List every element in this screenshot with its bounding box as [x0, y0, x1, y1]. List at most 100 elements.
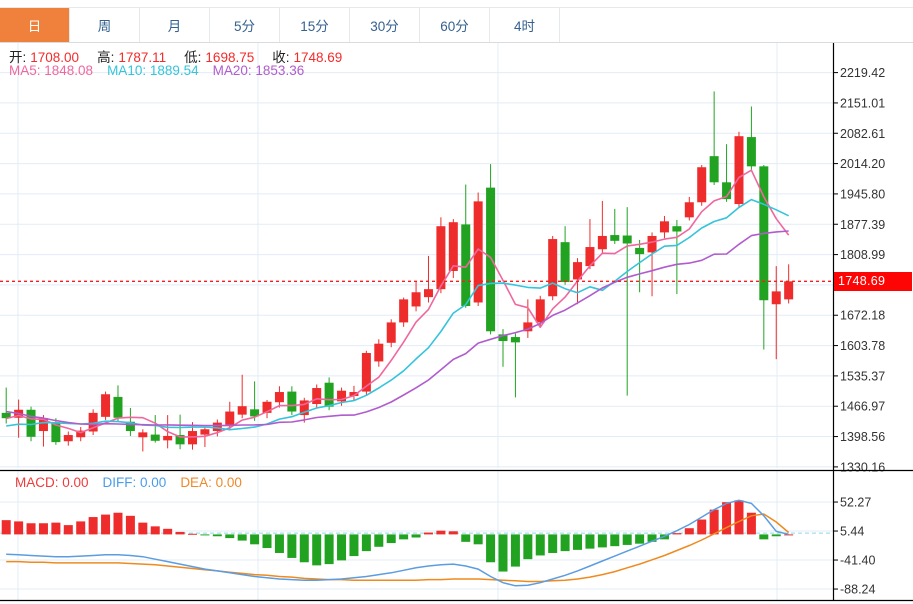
- macd-bar: [610, 534, 620, 547]
- macd-bar: [324, 534, 334, 565]
- macd-bar: [423, 532, 433, 535]
- ohlc-row-close: 收: 1748.69: [272, 50, 343, 65]
- macd-bar: [771, 534, 781, 537]
- tab-period-2[interactable]: 月: [140, 8, 210, 42]
- macd-bar: [225, 534, 235, 539]
- diff-line: [6, 499, 789, 587]
- macd-bar: [672, 533, 682, 535]
- candle: [523, 299, 533, 338]
- candle: [486, 164, 496, 335]
- tab-period-6[interactable]: 60分: [420, 8, 490, 42]
- macd-bar: [51, 522, 61, 535]
- macd-bar: [622, 534, 632, 545]
- candle: [535, 295, 545, 327]
- candle: [63, 431, 73, 446]
- macd-bar: [473, 534, 483, 545]
- candle: [448, 219, 458, 279]
- candle: [548, 235, 558, 301]
- tab-period-3[interactable]: 5分: [210, 8, 280, 42]
- macd-bar: [448, 531, 458, 535]
- macd-bar: [548, 534, 558, 553]
- price-axis-tick: 2082.61: [840, 127, 885, 141]
- macd-bar: [436, 530, 446, 535]
- candle: [250, 381, 260, 421]
- candle: [461, 184, 471, 308]
- candle: [734, 131, 744, 208]
- ma5-line: [6, 169, 790, 438]
- macd-bar: [647, 534, 657, 542]
- price-axis-tick: 2014.20: [840, 157, 885, 171]
- ma-row-ma5: MA5: 1848.08: [9, 63, 94, 78]
- macd-bar: [461, 534, 471, 542]
- macd-bar: [200, 534, 210, 536]
- tab-period-5[interactable]: 30分: [350, 8, 420, 42]
- macd-bar: [1, 520, 11, 535]
- last-price-label: 1748.69: [834, 272, 912, 291]
- macd-bar: [684, 528, 694, 535]
- candle: [684, 196, 694, 221]
- candle: [585, 219, 595, 270]
- candle: [349, 385, 359, 401]
- candle: [274, 386, 284, 408]
- ma20-line: [6, 230, 789, 427]
- macd-bar: [386, 534, 396, 544]
- macd-legend: MACD: 0.00 DIFF: 0.00 DEA: 0.00: [15, 475, 256, 490]
- macd-bar: [337, 534, 347, 561]
- macd-bar: [299, 534, 309, 563]
- macd-bar: [709, 509, 719, 535]
- candle: [299, 397, 309, 423]
- macd-bar: [486, 534, 496, 563]
- macd-bar: [349, 534, 359, 557]
- price-axis-tick: 1398.56: [840, 430, 885, 444]
- candle: [560, 226, 570, 285]
- macd-bar: [63, 525, 73, 535]
- macd-bar: [523, 534, 533, 560]
- macd-bar: [250, 534, 260, 545]
- axis-layer: 2219.42 2151.01 2082.61 2014.20 1945.80 1877.…: [0, 42, 913, 602]
- macd-bar: [125, 515, 135, 535]
- candle: [411, 281, 421, 312]
- price-axis-tick: 2151.01: [840, 96, 885, 110]
- ma-row-ma20: MA20: 1853.36: [212, 63, 305, 78]
- candle: [101, 391, 111, 420]
- price-axis-tick: 1672.18: [840, 309, 885, 323]
- price-axis-tick: 2219.42: [840, 66, 885, 80]
- candle: [510, 333, 520, 398]
- candle: [175, 414, 185, 450]
- candle: [635, 239, 645, 293]
- candle: [423, 255, 433, 303]
- candle: [759, 165, 769, 350]
- price-axis-tick: 1877.39: [840, 218, 885, 232]
- macd-bar: [573, 534, 583, 550]
- macd-bar: [88, 517, 98, 535]
- candle: [125, 407, 135, 436]
- macd-bar: [274, 534, 284, 553]
- candle: [138, 429, 148, 452]
- candlestick-layer: [1, 91, 794, 452]
- ma-row-ma10: MA10: 1889.54: [107, 63, 199, 78]
- macd-bar: [498, 534, 508, 572]
- candle: [324, 377, 334, 411]
- macd-bar: [14, 521, 24, 535]
- candle: [784, 264, 794, 304]
- tab-period-1[interactable]: 周: [70, 8, 140, 42]
- macd-row-diff: DIFF: 0.00: [102, 475, 167, 490]
- tab-period-0[interactable]: 日: [0, 8, 70, 42]
- macd-layer: [0, 499, 833, 587]
- candle: [399, 297, 409, 327]
- candle: [14, 399, 24, 438]
- ohlc-row-high: 高: 1787.11: [97, 50, 167, 65]
- tab-period-7[interactable]: 4时: [490, 8, 560, 42]
- ohlc-legend: 开: 1708.00 高: 1787.11 低: 1698.75 收: 1748.69: [9, 46, 360, 66]
- tab-period-4[interactable]: 15分: [280, 8, 350, 42]
- candle: [647, 232, 657, 297]
- macd-bar: [560, 534, 570, 552]
- macd-axis-tick: -41.40: [840, 554, 875, 568]
- candle: [672, 219, 682, 295]
- macd-bar: [635, 534, 645, 544]
- macd-bar: [101, 514, 111, 535]
- macd-bar: [212, 534, 222, 537]
- macd-row-macd: MACD: 0.00: [15, 475, 89, 490]
